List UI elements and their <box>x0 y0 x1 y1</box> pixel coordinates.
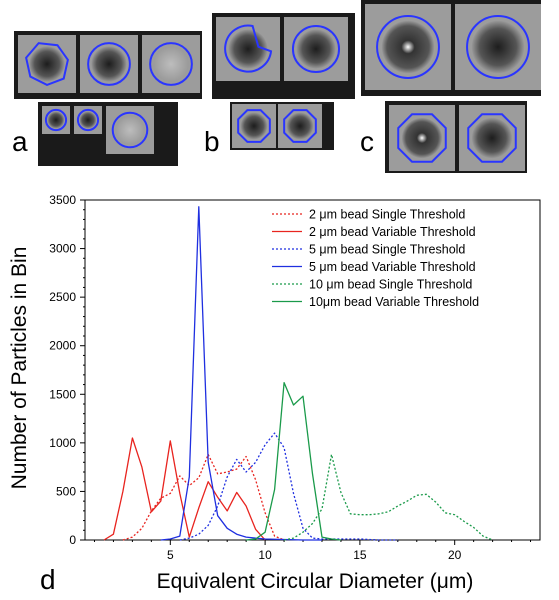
micrograph-cell <box>18 35 76 98</box>
chart-axes: 0 500 1000 1500 2000 2500 3000 3500 5 10 15 20 <box>49 193 541 562</box>
series-line-1 <box>122 453 285 541</box>
micrograph-strip-a-small <box>38 102 178 166</box>
chart-series-lines <box>103 206 493 541</box>
micrograph-strip-a-large <box>14 31 202 99</box>
series-line-3 <box>179 432 398 541</box>
legend-label-3: 5 μm bead Single Threshold <box>309 243 465 257</box>
x-tick-label: 15 <box>353 548 367 562</box>
legend-label-1: 2 μm bead Single Threshold <box>309 208 465 222</box>
micrograph-cell <box>365 4 451 95</box>
micrograph-cell <box>80 35 138 98</box>
x-tick-label: 10 <box>258 548 272 562</box>
x-axis-label: Equivalent Circular Diameter (μm) <box>157 570 474 593</box>
micrograph-cell <box>284 17 348 86</box>
legend-label-2: 2 μm bead Variable Threshold <box>309 225 476 239</box>
panel-label-c: c <box>360 126 374 157</box>
y-tick-label: 1500 <box>49 387 76 401</box>
series-line-6 <box>246 381 341 541</box>
series-line-2 <box>103 437 266 541</box>
micrograph-cell <box>455 4 541 95</box>
y-axis-label: Number of Particles in Bin <box>8 247 31 490</box>
legend-label-5: 10 μm bead Single Threshold <box>309 278 472 292</box>
panel-label-a: a <box>12 126 28 157</box>
y-tick-label: 3000 <box>49 242 76 256</box>
y-tick-label: 2000 <box>49 339 76 353</box>
y-tick-label: 0 <box>69 533 76 547</box>
micrograph-strip-c-large <box>361 0 541 96</box>
micrograph-cell <box>216 17 280 86</box>
series-line-4 <box>160 206 322 541</box>
micrograph-cell <box>389 105 455 176</box>
y-tick-label: 3500 <box>49 193 76 207</box>
micrograph-strip-b-large <box>212 13 355 99</box>
x-tick-label: 5 <box>167 548 174 562</box>
micrograph-cell <box>278 104 322 153</box>
legend-label-6: 10μm bead Variable Threshold <box>309 295 479 309</box>
legend-label-4: 5 μm bead Variable Threshold <box>309 260 476 274</box>
y-tick-label: 1000 <box>49 436 76 450</box>
micrograph-cell <box>74 106 102 139</box>
x-tick-label: 20 <box>448 548 462 562</box>
panel-label-b: b <box>204 126 220 157</box>
micrograph-strip-b-small <box>230 102 334 150</box>
chart-legend: 2 μm bead Single Threshold 2 μm bead Vari… <box>272 208 479 309</box>
y-tick-label: 2500 <box>49 290 76 304</box>
micrograph-cell <box>42 106 70 139</box>
micrograph-cell <box>142 35 200 98</box>
micrograph-cell <box>232 104 276 153</box>
micrograph-cell <box>459 105 525 176</box>
y-tick-label: 500 <box>56 484 76 498</box>
micrograph-cell <box>106 106 154 159</box>
panel-label-d: d <box>40 564 56 595</box>
micrograph-strip-c-small <box>385 101 527 173</box>
